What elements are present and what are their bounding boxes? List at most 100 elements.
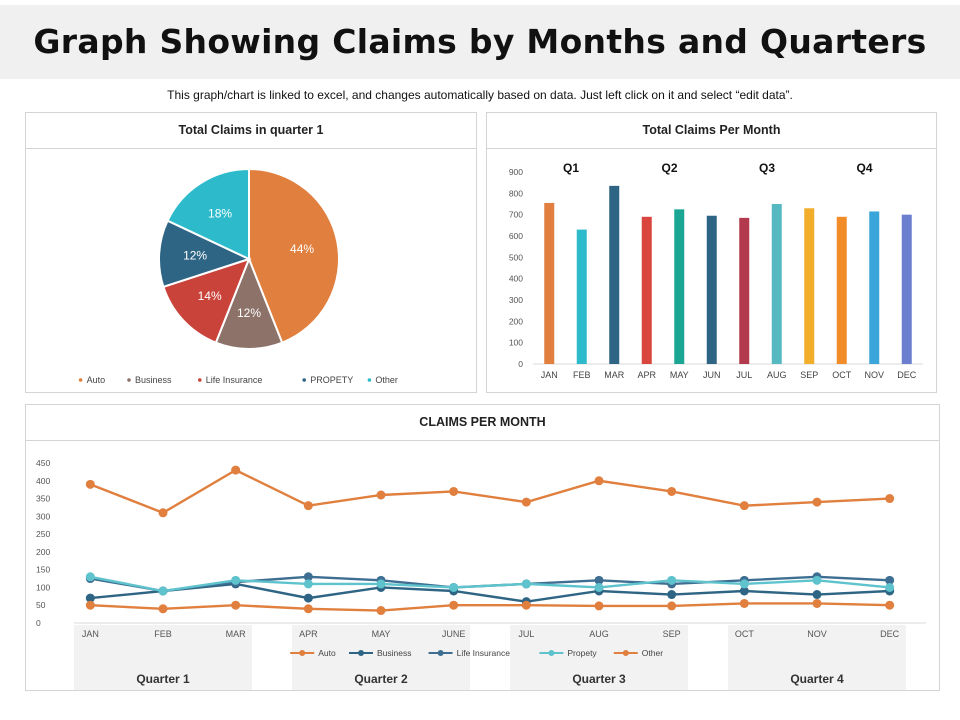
x-tick-label-dec: DEC: [880, 629, 900, 639]
y-tick-label: 100: [509, 338, 523, 348]
data-point-auto-nov[interactable]: [812, 497, 822, 507]
data-point-auto-jul[interactable]: [521, 497, 531, 507]
data-point-life-insurance-dec[interactable]: [885, 575, 895, 585]
data-point-other-feb[interactable]: [158, 604, 168, 614]
pie-slice-other[interactable]: [166, 167, 250, 261]
legend-label-other: Other: [375, 375, 398, 385]
data-point-other-dec[interactable]: [885, 600, 895, 610]
legend-label-business: Business: [377, 648, 412, 658]
data-point-other-nov[interactable]: [812, 598, 822, 608]
y-tick-label: 600: [509, 231, 523, 241]
pie-data-label-propety: 12%: [183, 249, 207, 263]
data-point-propety-jan[interactable]: [85, 572, 95, 582]
data-point-other-june[interactable]: [449, 600, 459, 610]
bar-oct[interactable]: [836, 216, 847, 364]
data-point-propety-june[interactable]: [449, 582, 459, 592]
series-line-other[interactable]: [90, 602, 890, 612]
data-point-propety-mar[interactable]: [231, 575, 241, 585]
data-point-propety-jul[interactable]: [521, 579, 531, 589]
series-line-business[interactable]: [90, 582, 890, 603]
data-point-auto-aug[interactable]: [594, 476, 604, 486]
bar-feb[interactable]: [576, 229, 587, 364]
data-point-auto-jan[interactable]: [85, 479, 95, 489]
data-point-business-nov[interactable]: [812, 590, 822, 600]
pie-chart[interactable]: 44% 12% 14% 12% 18% Auto Business Life Insuranc…: [26, 113, 478, 394]
data-point-propety-may[interactable]: [376, 579, 386, 589]
bar-chart[interactable]: 0 100 200 300 400 500 600 700 800 900 JAN FEB MAR APR…: [487, 113, 938, 394]
series-line-auto[interactable]: [89, 468, 890, 515]
quarter-label-q3: Q3: [759, 161, 775, 175]
x-tick-label-dec: DEC: [897, 370, 917, 380]
data-point-business-jan[interactable]: [85, 593, 95, 603]
data-point-propety-nov[interactable]: [812, 575, 822, 585]
data-point-propety-apr[interactable]: [303, 579, 313, 589]
quarter-label-4: Quarter 4: [790, 672, 844, 686]
pie-slice-business[interactable]: [214, 256, 284, 350]
pie-chart-panel[interactable]: Total Claims in quarter 1 44% 12% 14% 12% 18…: [25, 112, 477, 393]
data-point-propety-dec[interactable]: [885, 582, 895, 592]
data-point-life-insurance-aug[interactable]: [594, 575, 604, 585]
data-point-other-jan[interactable]: [85, 600, 95, 610]
bar-apr[interactable]: [641, 216, 652, 364]
data-point-business-oct[interactable]: [739, 586, 749, 596]
pie-slice-propety[interactable]: [158, 219, 252, 289]
x-tick-label-aug: AUG: [767, 370, 787, 380]
y-tick-label: 800: [509, 188, 523, 198]
pie-chart-title: Total Claims in quarter 1: [26, 113, 476, 149]
legend-label-auto: Auto: [87, 375, 106, 385]
line-chart-panel[interactable]: CLAIMS PER MONTH Quarter 1 Quarter 2 Quart…: [25, 404, 940, 691]
legend-marker-business: [358, 650, 364, 656]
bar-jul[interactable]: [739, 217, 750, 364]
bar-mar[interactable]: [609, 185, 620, 364]
data-point-auto-feb[interactable]: [158, 508, 168, 518]
line-chart[interactable]: Quarter 1 Quarter 2 Quarter 3 Quarter 4 0 50 1…: [26, 405, 941, 692]
pie-slice-auto[interactable]: [248, 167, 340, 344]
data-point-auto-june[interactable]: [449, 486, 459, 496]
legend-marker-life-insurance: [437, 650, 444, 656]
bar-may[interactable]: [674, 209, 685, 364]
bar-aug[interactable]: [771, 204, 782, 364]
pie-data-label-other: 18%: [208, 206, 232, 220]
data-point-other-sep[interactable]: [667, 601, 677, 611]
quarter-label-1: Quarter 1: [136, 672, 190, 686]
data-point-auto-may[interactable]: [376, 490, 386, 500]
data-point-life-insurance-apr[interactable]: [303, 572, 313, 582]
bar-sep[interactable]: [804, 208, 815, 364]
bar-nov[interactable]: [869, 211, 880, 364]
data-point-propety-sep[interactable]: [667, 575, 677, 585]
bar-jun[interactable]: [706, 215, 717, 364]
quarter-band: [728, 625, 906, 690]
data-point-propety-feb[interactable]: [158, 586, 168, 596]
data-point-other-oct[interactable]: [739, 598, 749, 608]
page-title: Graph Showing Claims by Months and Quart…: [33, 22, 927, 61]
x-tick-label-jul: JUL: [518, 629, 534, 639]
series-line-propety[interactable]: [90, 575, 890, 593]
bar-jan[interactable]: [544, 202, 555, 364]
data-point-other-mar[interactable]: [231, 600, 241, 610]
data-point-other-aug[interactable]: [594, 601, 604, 611]
data-point-other-jul[interactable]: [521, 600, 531, 610]
data-point-other-apr[interactable]: [303, 604, 313, 614]
data-point-auto-sep[interactable]: [667, 486, 677, 496]
bar-dec[interactable]: [901, 214, 912, 364]
data-point-auto-dec[interactable]: [885, 494, 895, 504]
legend-marker-life-insurance: [198, 378, 202, 382]
data-point-propety-oct[interactable]: [739, 579, 749, 589]
data-point-business-sep[interactable]: [667, 590, 677, 600]
data-point-propety-aug[interactable]: [594, 582, 604, 592]
legend-label-life-insurance: Life Insurance: [457, 648, 511, 658]
x-tick-label-feb: FEB: [573, 370, 591, 380]
data-point-business-apr[interactable]: [303, 593, 313, 603]
y-tick-label: 200: [509, 316, 523, 326]
bar-chart-panel[interactable]: Total Claims Per Month 0 100 200 300 400 500 6…: [486, 112, 937, 393]
quarter-band: [74, 625, 252, 690]
data-point-auto-oct[interactable]: [739, 501, 749, 511]
y-tick-label: 50: [36, 600, 46, 610]
y-tick-label: 450: [36, 458, 50, 468]
legend-label-life-insurance: Life Insurance: [206, 375, 263, 385]
y-tick-label: 400: [36, 476, 50, 486]
data-point-auto-apr[interactable]: [303, 501, 313, 511]
y-tick-label: 700: [509, 210, 523, 220]
data-point-auto-mar[interactable]: [231, 465, 241, 475]
data-point-other-may[interactable]: [376, 606, 386, 616]
